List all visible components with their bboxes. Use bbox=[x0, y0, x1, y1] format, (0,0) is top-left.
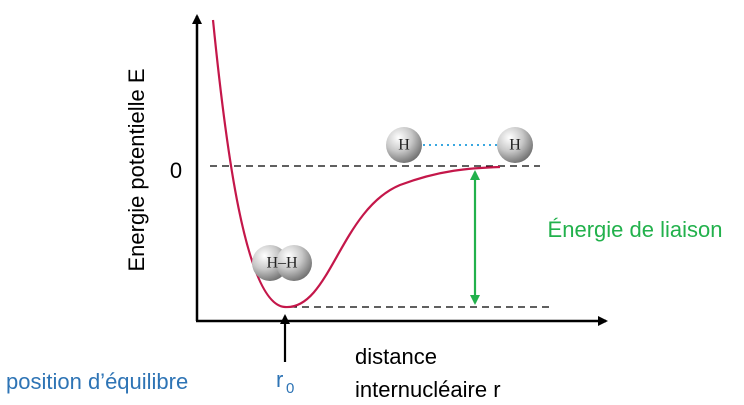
molecule-label: H–H bbox=[266, 255, 298, 272]
atom-label: H bbox=[398, 137, 410, 154]
equilibrium-label: position d’équilibre bbox=[6, 369, 188, 394]
x-axis-label-line1: distance bbox=[355, 344, 437, 369]
r0-subscript: 0 bbox=[286, 380, 294, 397]
x-axis-label-line2: internucléaire r bbox=[355, 377, 501, 402]
atom bbox=[276, 245, 312, 281]
bond-energy-label: Énergie de liaison bbox=[548, 217, 723, 242]
y-axis-label: Energie potentielle E bbox=[124, 68, 149, 271]
atom bbox=[386, 127, 422, 163]
atom bbox=[497, 127, 533, 163]
zero-label: 0 bbox=[170, 158, 182, 183]
atom-label: H bbox=[509, 137, 521, 154]
potential-curve bbox=[211, 19, 501, 309]
r0-symbol: r bbox=[276, 367, 283, 392]
